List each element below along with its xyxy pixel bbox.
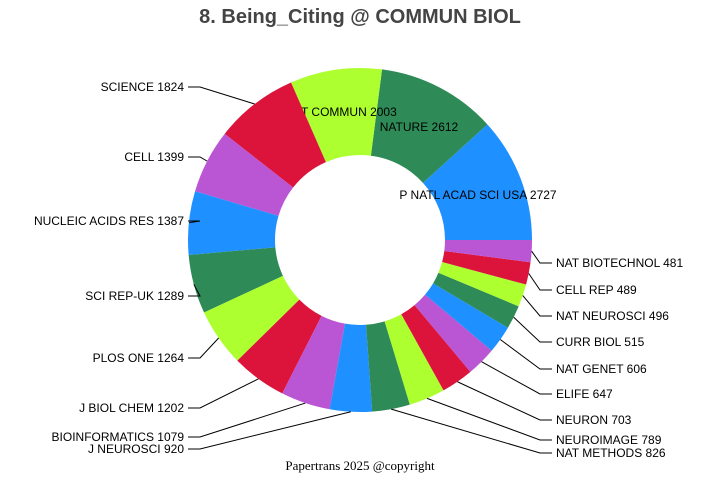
leader-line-j-neurosci	[188, 411, 351, 450]
leader-line-j-biol-chem	[188, 378, 259, 409]
slice-cell-rep	[442, 251, 531, 285]
leader-line-nat-genet	[499, 339, 552, 370]
leader-line-sci-rep-uk	[188, 284, 201, 297]
slice-nat-commun	[291, 68, 383, 163]
leader-line-elife	[481, 361, 552, 395]
leader-line-science	[188, 86, 255, 105]
slice-label-j-biol-chem: J BIOL CHEM 1202	[79, 401, 184, 415]
slice-nature	[370, 69, 488, 183]
slice-nucleic-acids-res	[188, 191, 279, 255]
slice-nat-genet	[425, 283, 508, 351]
chart-title: 8. Being_Citing @ COMMUN BIOL	[199, 6, 521, 28]
slice-label-j-neurosci: J NEUROSCI 920	[88, 442, 184, 456]
slice-label-nat-methods: NAT METHODS 826	[556, 446, 666, 460]
leader-line-curr-biol	[513, 316, 552, 343]
slice-nat-methods	[366, 321, 410, 412]
slice-label-nucleic-acids-res: NUCLEIC ACIDS RES 1387	[34, 214, 184, 228]
copyright-footer: Papertrans 2025 @copyright	[285, 458, 435, 473]
slice-bioinformatics	[282, 315, 345, 410]
slice-label-cell: CELL 1399	[124, 150, 184, 164]
slice-label-curr-biol: CURR BIOL 515	[556, 335, 645, 349]
slice-cell	[195, 133, 294, 216]
slice-label-nat-commun: NAT COMMUN 2003	[285, 105, 397, 119]
slice-label-neuroimage: NEUROIMAGE 789	[556, 433, 662, 447]
slice-curr-biol	[433, 272, 519, 328]
leader-line-nat-methods	[391, 408, 552, 454]
slice-label-neuron: NEURON 703	[556, 413, 632, 427]
slice-science	[224, 82, 326, 188]
slice-j-biol-chem	[237, 299, 322, 394]
slice-label-plos-one: PLOS ONE 1264	[93, 351, 185, 365]
leader-line-neuroimage	[426, 397, 552, 441]
slice-label-nat-genet: NAT GENET 606	[556, 362, 647, 376]
leader-line-neuron	[457, 381, 552, 421]
slice-label-bioinformatics: BIOINFORMATICS 1079	[52, 430, 185, 444]
leader-line-bioinformatics	[188, 402, 306, 438]
leader-line-plos-one	[188, 337, 220, 359]
leader-line-cell-rep	[528, 273, 552, 291]
leader-line-nat-neurosci	[522, 295, 552, 317]
slice-nat-biotechnol	[444, 240, 532, 263]
slice-label-nature: NATURE 2612	[380, 120, 459, 134]
slice-neuroimage	[384, 314, 444, 405]
slice-elife	[414, 294, 492, 372]
slice-label-nat-biotechnol: NAT BIOTECHNOL 481	[556, 256, 683, 270]
slice-label-p-natl-acad-sci-usa: P NATL ACAD SCI USA 2727	[399, 188, 557, 202]
slice-j-neurosci	[329, 323, 373, 412]
slice-neuron	[401, 305, 471, 391]
slice-label-cell-rep: CELL REP 489	[556, 283, 637, 297]
slice-label-nat-neurosci: NAT NEUROSCI 496	[556, 309, 669, 323]
slice-plos-one	[204, 275, 300, 361]
slice-label-elife: ELIFE 647	[556, 387, 613, 401]
slice-nat-neurosci	[438, 262, 527, 307]
slice-label-sci-rep-uk: SCI REP-UK 1289	[85, 289, 184, 303]
slice-sci-rep-uk	[188, 247, 283, 313]
leader-line-cell	[188, 156, 208, 162]
leader-line-nucleic-acids-res	[188, 220, 201, 224]
leader-line-nat-biotechnol	[531, 250, 552, 264]
slice-p-natl-acad-sci-usa	[422, 124, 532, 240]
slice-label-science: SCIENCE 1824	[101, 80, 185, 94]
